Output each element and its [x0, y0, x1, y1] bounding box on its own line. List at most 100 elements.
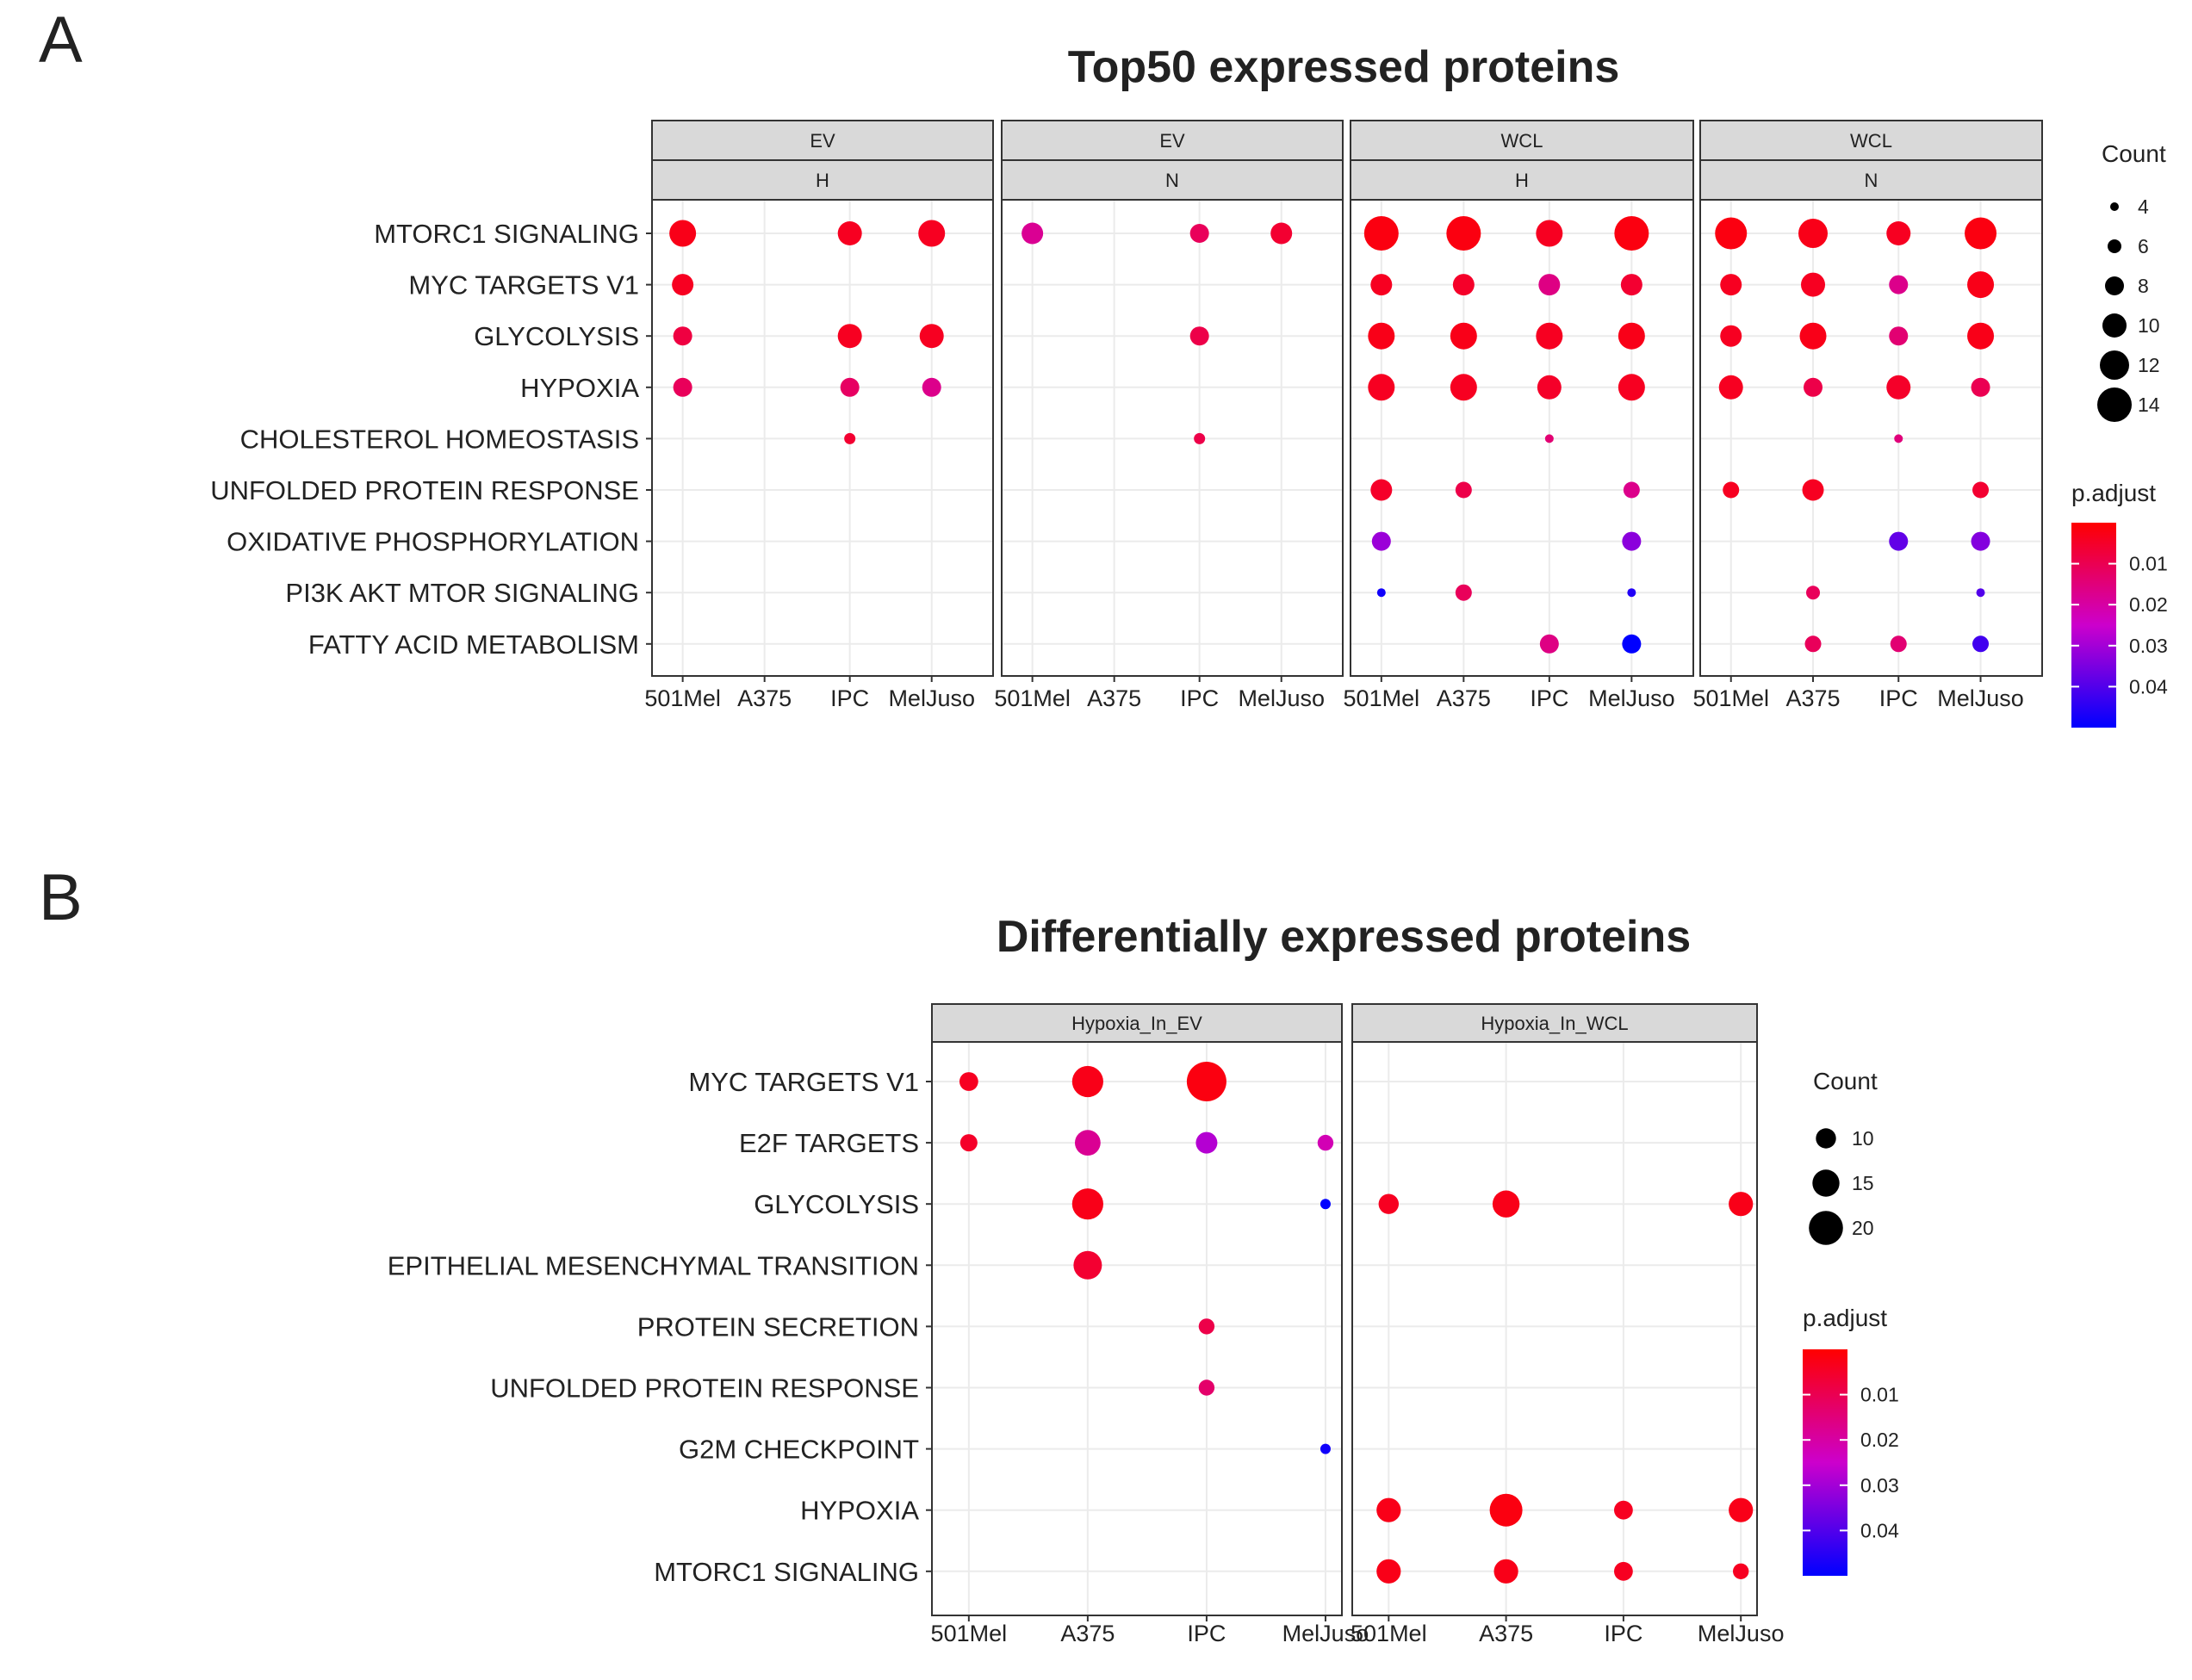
size-legend-title: Count [2102, 140, 2166, 167]
color-legend-label: 0.04 [2129, 675, 2168, 697]
data-point [1452, 274, 1475, 296]
data-point [1450, 374, 1477, 401]
data-point [1198, 1379, 1215, 1396]
size-legend-dot [2110, 202, 2119, 211]
color-legend-label: 0.01 [1860, 1384, 1899, 1406]
size-legend-label: 6 [2138, 235, 2149, 257]
data-point [1614, 216, 1649, 251]
y-tick-label: PROTEIN SECRETION [637, 1311, 919, 1342]
data-point [1537, 375, 1562, 400]
color-legend-label: 0.04 [1860, 1519, 1899, 1541]
x-tick-label: MelJuso [1282, 1621, 1369, 1646]
facet-strip [1350, 120, 1694, 161]
y-tick-label: MTORC1 SIGNALING [374, 219, 639, 249]
data-point [837, 221, 862, 245]
size-legend-dot [2108, 239, 2121, 253]
facet: WCL N 501Mel A375 IPC MelJuso [1692, 120, 2043, 711]
data-point [1733, 1563, 1749, 1580]
facet: EV H 501Mel A375 IPC MelJuso [644, 120, 994, 711]
y-tick-label: CHOLESTEROL HOMEOSTASIS [240, 424, 639, 454]
data-point [1889, 531, 1909, 551]
data-point [1886, 375, 1911, 400]
x-tick-label: A375 [1785, 685, 1840, 711]
data-point [1320, 1443, 1331, 1454]
data-point [1194, 432, 1206, 444]
data-point [1967, 322, 1995, 350]
data-point [1806, 586, 1821, 600]
data-point [672, 274, 694, 296]
data-point [1270, 222, 1293, 245]
data-point [669, 220, 697, 247]
color-legend-label: 0.01 [2129, 553, 2168, 575]
x-tick-label: 501Mel [1351, 1621, 1427, 1646]
data-point [1804, 377, 1823, 397]
facet-strip-label: H [1515, 170, 1529, 191]
y-tick-label: OXIDATIVE PHOSPHORYLATION [227, 527, 639, 557]
data-point [959, 1072, 978, 1091]
data-point [959, 1134, 978, 1152]
data-point [1967, 271, 1995, 299]
data-point [1189, 224, 1209, 243]
data-point [1972, 635, 1990, 653]
data-point [1489, 1493, 1523, 1527]
y-tick-label: G2M CHECKPOINT [679, 1435, 919, 1465]
facet: Hypoxia_In_WCL 501Mel A375 IPC MelJuso [1351, 1003, 1784, 1646]
facet-strip [1001, 159, 1344, 201]
facet-strip-label: Hypoxia_In_EV [1071, 1013, 1202, 1034]
data-point [1618, 322, 1645, 350]
data-point [1370, 479, 1393, 501]
data-point [1538, 274, 1561, 296]
size-legend-label: 10 [2138, 314, 2160, 337]
data-point [1627, 588, 1636, 598]
data-point [1370, 274, 1393, 296]
y-tick-label: UNFOLDED PROTEIN RESPONSE [490, 1373, 919, 1404]
data-point [1614, 1500, 1633, 1520]
x-tick-label: A375 [1087, 685, 1141, 711]
data-point [1186, 1062, 1226, 1101]
x-tick-label: 501Mel [644, 685, 721, 711]
plot-border [1350, 199, 1694, 677]
data-point [1198, 1318, 1215, 1335]
data-point [919, 324, 944, 349]
data-point [1071, 1065, 1103, 1098]
color-legend: p.adjust 0.01 0.02 0.03 0.04 [1803, 1305, 1899, 1576]
data-point [1368, 322, 1395, 350]
facet-strip-label: EV [1159, 130, 1185, 152]
facet-strip [1699, 159, 2043, 201]
chart-title: Differentially expressed proteins [997, 912, 1691, 962]
data-point [1623, 481, 1640, 499]
size-legend-label: 12 [2138, 354, 2160, 376]
data-point [1804, 635, 1822, 653]
size-legend-label: 14 [2138, 394, 2160, 416]
y-tick-label: PI3K AKT MTOR SIGNALING [285, 578, 639, 608]
data-point [1189, 326, 1209, 346]
plot-panel [931, 1041, 1343, 1616]
data-point [1317, 1134, 1334, 1151]
data-point [1376, 1559, 1401, 1584]
x-tick-label: A375 [737, 685, 792, 711]
size-legend-label: 15 [1852, 1172, 1874, 1194]
data-point [1320, 1199, 1331, 1210]
data-point [673, 326, 692, 346]
data-point [1886, 221, 1911, 245]
size-legend: Count 10 15 20 [1809, 1068, 1878, 1245]
data-point [922, 377, 941, 397]
data-point [1544, 434, 1554, 443]
size-legend-label: 8 [2138, 275, 2149, 297]
chart-title: Top50 expressed proteins [1068, 42, 1620, 92]
data-point [1493, 1559, 1518, 1584]
color-legend-label: 0.03 [1860, 1474, 1899, 1497]
color-legend: p.adjust 0.01 0.02 0.03 0.04 [2071, 480, 2168, 728]
y-tick-label: MTORC1 SIGNALING [654, 1557, 919, 1587]
data-point [1195, 1131, 1218, 1154]
color-legend-title: p.adjust [1803, 1305, 1887, 1331]
data-point [1618, 374, 1645, 401]
y-tick-label: FATTY ACID METABOLISM [308, 629, 639, 660]
x-tick-label: A375 [1060, 1621, 1115, 1646]
y-tick-label: HYPOXIA [800, 1496, 919, 1526]
y-tick-label: GLYCOLYSIS [474, 321, 639, 351]
facet: EV N 501Mel A375 IPC MelJuso [994, 120, 1344, 711]
size-legend-dot [2105, 276, 2124, 295]
plot-border [1699, 199, 2043, 677]
